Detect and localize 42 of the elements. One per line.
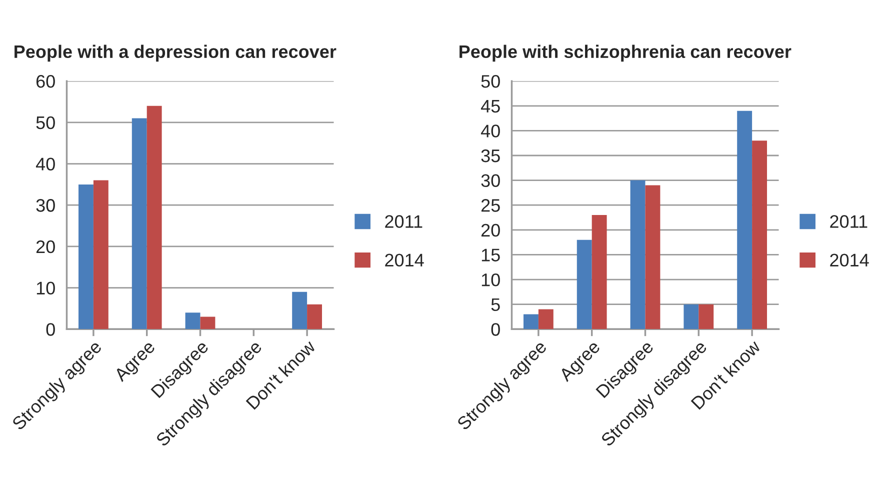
chart-title: People with a depression can recover: [14, 44, 336, 62]
bar: [93, 180, 108, 330]
y-tick-label: 35: [481, 149, 500, 162]
bar: [524, 314, 538, 330]
bar: [292, 292, 308, 330]
legend-label: 2011: [385, 215, 422, 228]
chart-title: People with schizophrenia can recover: [460, 44, 792, 62]
y-tick-label: 25: [481, 199, 500, 212]
bar: [752, 140, 767, 330]
bar: [737, 110, 752, 330]
y-tick-label: 0: [491, 323, 500, 336]
y-tick-label: 30: [481, 174, 500, 188]
bar: [645, 185, 660, 330]
bar: [576, 240, 592, 330]
legend-label: 2014: [830, 254, 869, 267]
y-tick-label: 40: [36, 158, 55, 170]
y-tick-label: 0: [46, 323, 55, 336]
y-tick-label: 30: [36, 199, 55, 212]
bar: [698, 304, 714, 330]
bar: [538, 309, 554, 330]
bar: [630, 180, 646, 330]
y-tick-label: 10: [482, 273, 500, 286]
y-tick-label: 45: [480, 100, 500, 113]
bar: [592, 215, 607, 330]
bar: [185, 312, 200, 330]
y-tick-label: 20: [36, 240, 55, 254]
y-tick-label: 15: [482, 248, 500, 262]
y-tick-label: 60: [36, 75, 55, 88]
y-tick-label: 10: [36, 282, 55, 295]
legend-label: 2011: [830, 215, 868, 228]
bar: [132, 118, 147, 330]
bar: [146, 106, 162, 330]
bar: [307, 304, 322, 330]
y-tick-label: 50: [36, 116, 55, 130]
bar: [200, 316, 216, 330]
y-tick-label: 40: [480, 124, 500, 138]
bar: [684, 304, 699, 330]
legend-label: 2014: [385, 254, 424, 267]
y-tick-label: 5: [491, 298, 500, 312]
y-tick-label: 50: [481, 75, 500, 88]
y-tick-label: 20: [481, 224, 500, 237]
bar: [78, 184, 94, 330]
